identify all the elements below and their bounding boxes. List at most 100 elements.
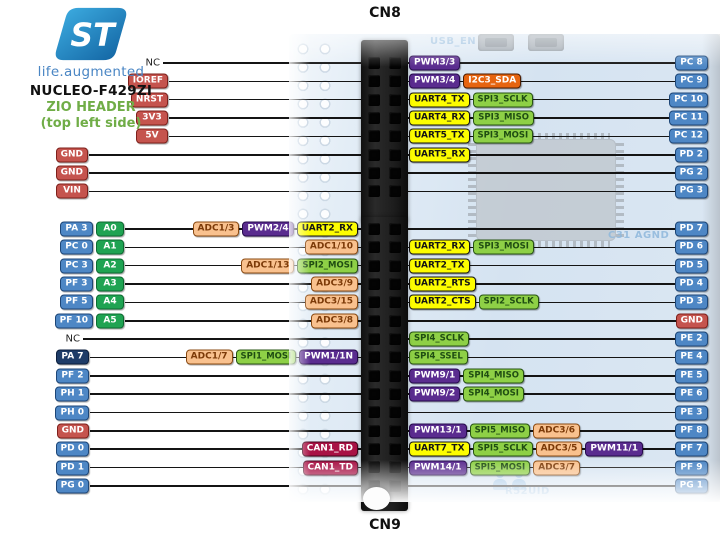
right-function-group: PWM9/1 SPI4_MISO: [409, 368, 524, 384]
cn9-connector: [361, 217, 408, 511]
right-pin-box: PE 5: [675, 368, 708, 384]
connector-pin: [389, 57, 401, 69]
uart-box: UART2_TX: [409, 258, 470, 274]
spi-box: SPI2_SCLK: [478, 294, 539, 310]
cn9-row-14: PG 0 PG 1: [0, 477, 720, 495]
connector-pin: [389, 259, 401, 272]
connector-pin: [368, 388, 380, 401]
right-function-group: UART4_TX SPI3_SCLK: [409, 92, 533, 108]
right-function-group: PWM14/1 SPI5_MOSI ADC3/7: [409, 460, 581, 476]
pwm-box: PWM14/1: [409, 460, 467, 476]
right-pin-box: PE 6: [675, 386, 708, 402]
right-pin-box: GND: [675, 313, 708, 329]
right-function-group: UART2_TX: [409, 258, 470, 274]
st-logo-icon: ST: [55, 7, 127, 61]
right-pin-box: PD 5: [674, 258, 708, 274]
connector-pin: [389, 223, 401, 235]
connector-pin: [368, 130, 380, 143]
pin-box: PF 10: [54, 313, 93, 329]
right-pin-box: PG 1: [674, 478, 708, 494]
right-pin-box: PE 3: [675, 405, 708, 420]
cn9-row-4: PF 5 A4 ADC3/15 UART2_CTS SPI2_SCLK PD 3: [0, 293, 720, 311]
pin-box: PF 3: [60, 276, 93, 292]
spi-box: SPI3_MOSI: [473, 239, 534, 255]
spi-box: SPI3_SCLK: [472, 92, 533, 108]
connector-pin: [389, 314, 401, 327]
left-pin-group: PC 0 A1: [60, 239, 124, 255]
cn9-row-13: PD 1 CAN1_TD PWM14/1 SPI5_MOSI ADC3/7 PF 9: [0, 459, 720, 477]
left-pin-group: NC: [144, 58, 162, 69]
adc-box: ADC3/5: [535, 441, 583, 457]
spi-box: SPI2_MOSI: [297, 258, 358, 274]
cn9-row-6: NC SPI4_SCLK PE 2: [0, 330, 720, 348]
right-function-group: PWM9/2 SPI4_MOSI: [409, 386, 524, 402]
right-pin-box: PC 8: [675, 55, 708, 71]
power-box: NRST: [130, 92, 168, 108]
connector-pin: [368, 223, 380, 235]
left-pin-group: IOREF: [127, 73, 168, 89]
right-function-group: UART2_RX SPI3_MOSI: [409, 239, 534, 255]
left-function-group: CAN1_TD: [302, 460, 358, 476]
right-function-group: UART4_RX SPI3_MISO: [409, 110, 534, 126]
right-pin-box: PD 2: [674, 147, 708, 163]
title-block: ST life.augmented NUCLEO-F429ZI ZIO HEAD…: [10, 6, 172, 131]
uart-box: UART7_TX: [409, 441, 470, 457]
nc-label: NC: [145, 57, 160, 69]
connector-pin: [368, 57, 380, 69]
adc-box: ADC3/9: [311, 276, 358, 292]
connector-pin: [368, 185, 380, 198]
left-pin-group: VIN: [56, 183, 88, 199]
cn9-row-7: PA 7 ADC1/7 SPI1_MOSI PWM1/1N SPI4_SSEL PE 4: [0, 348, 720, 366]
spi-box: SPI3_MOSI: [472, 128, 534, 144]
right-pin-box: PE 4: [675, 349, 708, 365]
right-function-group: PWM13/1 SPI5_MISO ADC3/6: [409, 423, 581, 439]
connector-pin: [389, 406, 401, 419]
adc-box: ADC1/3: [192, 221, 240, 237]
left-function-group: CAN1_RD: [301, 441, 358, 457]
pindark-box: PA 7: [56, 349, 89, 365]
adc-box: ADC1/7: [185, 349, 233, 365]
board-name: NUCLEO-F429ZI: [29, 83, 153, 99]
pin-box: PA 3: [60, 221, 93, 237]
cn9-row-8: PF 2 PWM9/1 SPI4_MISO PE 5: [0, 367, 720, 385]
left-function-group: ADC1/3 PWM2/4 UART2_RX: [192, 221, 358, 237]
power-box: 3V3: [136, 110, 168, 126]
right-pin-box: PD 6: [674, 239, 708, 255]
analog-box: A4: [96, 294, 124, 310]
pwm-box: PWM9/1: [409, 368, 461, 384]
adc-box: ADC3/8: [311, 313, 358, 329]
connector-pin: [389, 388, 401, 401]
brand-tagline: life.augmented: [37, 64, 145, 80]
right-function-group: UART5_TX SPI3_MOSI: [409, 128, 534, 144]
right-pin-box: PC 9: [675, 73, 708, 89]
connector-pin: [389, 93, 401, 106]
left-pin-group: 5V: [136, 128, 168, 144]
left-pin-group: PD 1: [55, 460, 89, 476]
connector-pin: [389, 461, 401, 474]
i2c-box: I2C3_SDA: [463, 73, 522, 89]
uart-box: UART5_TX: [409, 128, 470, 144]
left-function-group: ADC1/13 SPI2_MOSI: [241, 258, 358, 274]
left-pin-group: PA 3 A0: [60, 221, 124, 237]
connector-pin: [389, 369, 401, 382]
pin-box: PF 5: [60, 294, 93, 310]
cn9-row-2: PC 3 A2 ADC1/13 SPI2_MOSI UART2_TX PD 5: [0, 257, 720, 275]
header-subtitle-2: (top left side): [40, 116, 142, 131]
power-box: IOREF: [127, 73, 168, 89]
uart-box: UART2_RX: [409, 239, 471, 255]
uart-box: UART5_RX: [409, 147, 471, 163]
adc-box: ADC3/15: [304, 294, 358, 310]
left-pin-group: PC 3 A2: [60, 258, 124, 274]
pwm-box: PWM11/1: [585, 441, 643, 457]
can-box: CAN1_TD: [302, 460, 358, 476]
connector-pin: [389, 278, 401, 291]
left-pin-group: PH 1: [55, 386, 89, 402]
spi-box: SPI1_MOSI: [235, 349, 297, 365]
nc-label: NC: [65, 333, 80, 345]
right-pin-box: PD 4: [674, 276, 708, 292]
right-pin-box: PE 2: [675, 331, 708, 347]
mounting-hole: [363, 487, 390, 510]
pin-box: PD 1: [55, 460, 89, 476]
connector-pin: [389, 443, 401, 456]
connector-pin: [368, 369, 380, 382]
